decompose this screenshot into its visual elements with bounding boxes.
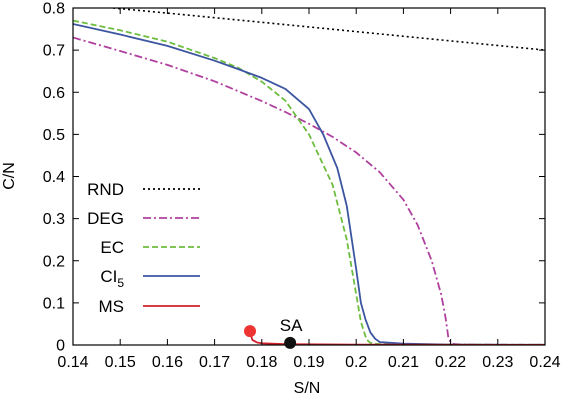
y-tick-label: 0.3 xyxy=(43,211,65,228)
x-tick-label: 0.24 xyxy=(529,354,560,371)
y-tick-label: 0.2 xyxy=(43,253,65,270)
marker-sa xyxy=(284,336,297,349)
y-tick-label: 0 xyxy=(56,338,65,355)
y-axis-label: C/N xyxy=(1,162,18,190)
x-tick-label: 0.19 xyxy=(293,354,324,371)
legend-label-rnd: RND xyxy=(87,180,124,199)
x-tick-label: 0.14 xyxy=(57,354,88,371)
legend-label-deg: DEG xyxy=(87,209,124,228)
legend-label-ec: EC xyxy=(100,238,124,257)
y-tick-label: 0.5 xyxy=(43,127,65,144)
x-tick-label: 0.17 xyxy=(199,354,230,371)
plot-frame xyxy=(72,7,546,346)
axes: 0.14 0.15 0.16 0.17 0.18 0.19 0.2 0.21 0.22 0.23 0… xyxy=(43,1,561,372)
x-tick-label: 0.23 xyxy=(482,354,513,371)
marker-ms-start xyxy=(244,325,256,338)
series-line-ci5 xyxy=(73,23,545,345)
y-tick-label: 0.7 xyxy=(43,43,65,60)
x-tick-label: 0.15 xyxy=(105,354,136,371)
series-line-deg xyxy=(73,36,545,345)
series-line-ec xyxy=(73,19,545,345)
x-tick-label: 0.2 xyxy=(345,354,367,371)
plot-lines xyxy=(73,8,545,345)
legend-label-ms: MS xyxy=(99,297,125,316)
legend: RND DEG EC CI5 MS xyxy=(87,180,200,316)
y-tick-label: 0.1 xyxy=(43,295,65,312)
x-tick-label: 0.16 xyxy=(152,354,183,371)
x-axis-label: S/N xyxy=(294,380,321,397)
series-line-rnd xyxy=(113,8,545,51)
markers: SA xyxy=(244,316,303,349)
y-tick-label: 0.4 xyxy=(43,169,65,186)
marker-label-sa: SA xyxy=(280,316,303,335)
x-tick-label: 0.18 xyxy=(246,354,277,371)
y-tick-label: 0.8 xyxy=(43,1,65,18)
x-tick-label: 0.22 xyxy=(435,354,466,371)
legend-label-ci5: CI5 xyxy=(100,267,124,290)
y-tick-label: 0.6 xyxy=(43,85,65,102)
x-tick-label: 0.21 xyxy=(388,354,419,371)
